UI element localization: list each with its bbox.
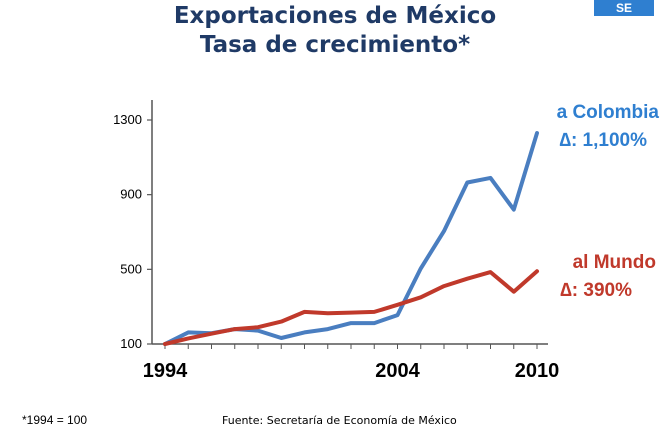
y-tick-label: 500	[120, 261, 142, 276]
y-axis-ticks: 100 500 900 1300	[113, 112, 152, 351]
footnote: *1994 = 100	[22, 413, 88, 427]
title-line-2: Tasa de crecimiento*	[199, 32, 471, 58]
x-tick-label: 1994	[143, 360, 188, 382]
se-logo-badge: SE	[594, 0, 654, 16]
x-tick-label: 2004	[375, 360, 420, 382]
y-tick-label: 100	[120, 336, 142, 351]
series-line-mundo	[163, 269, 539, 346]
colombia-label: a Colombia	[557, 102, 660, 123]
y-tick-label: 1300	[113, 112, 142, 127]
chart-title: Exportaciones de México Tasa de crecimie…	[0, 2, 670, 60]
y-tick-label: 900	[120, 187, 142, 202]
colombia-delta: ∆: 1,100%	[559, 130, 647, 151]
mundo-label: al Mundo	[573, 252, 656, 273]
chart-axes	[151, 100, 548, 345]
x-tick-label: 2010	[515, 360, 560, 382]
chart-series	[163, 131, 539, 346]
title-line-1: Exportaciones de México	[173, 3, 497, 29]
x-axis-ticks: 1994 2004 2010	[143, 344, 560, 382]
source-note: Fuente: Secretaría de Economía de México	[222, 414, 457, 427]
mundo-delta: ∆: 390%	[560, 280, 632, 301]
